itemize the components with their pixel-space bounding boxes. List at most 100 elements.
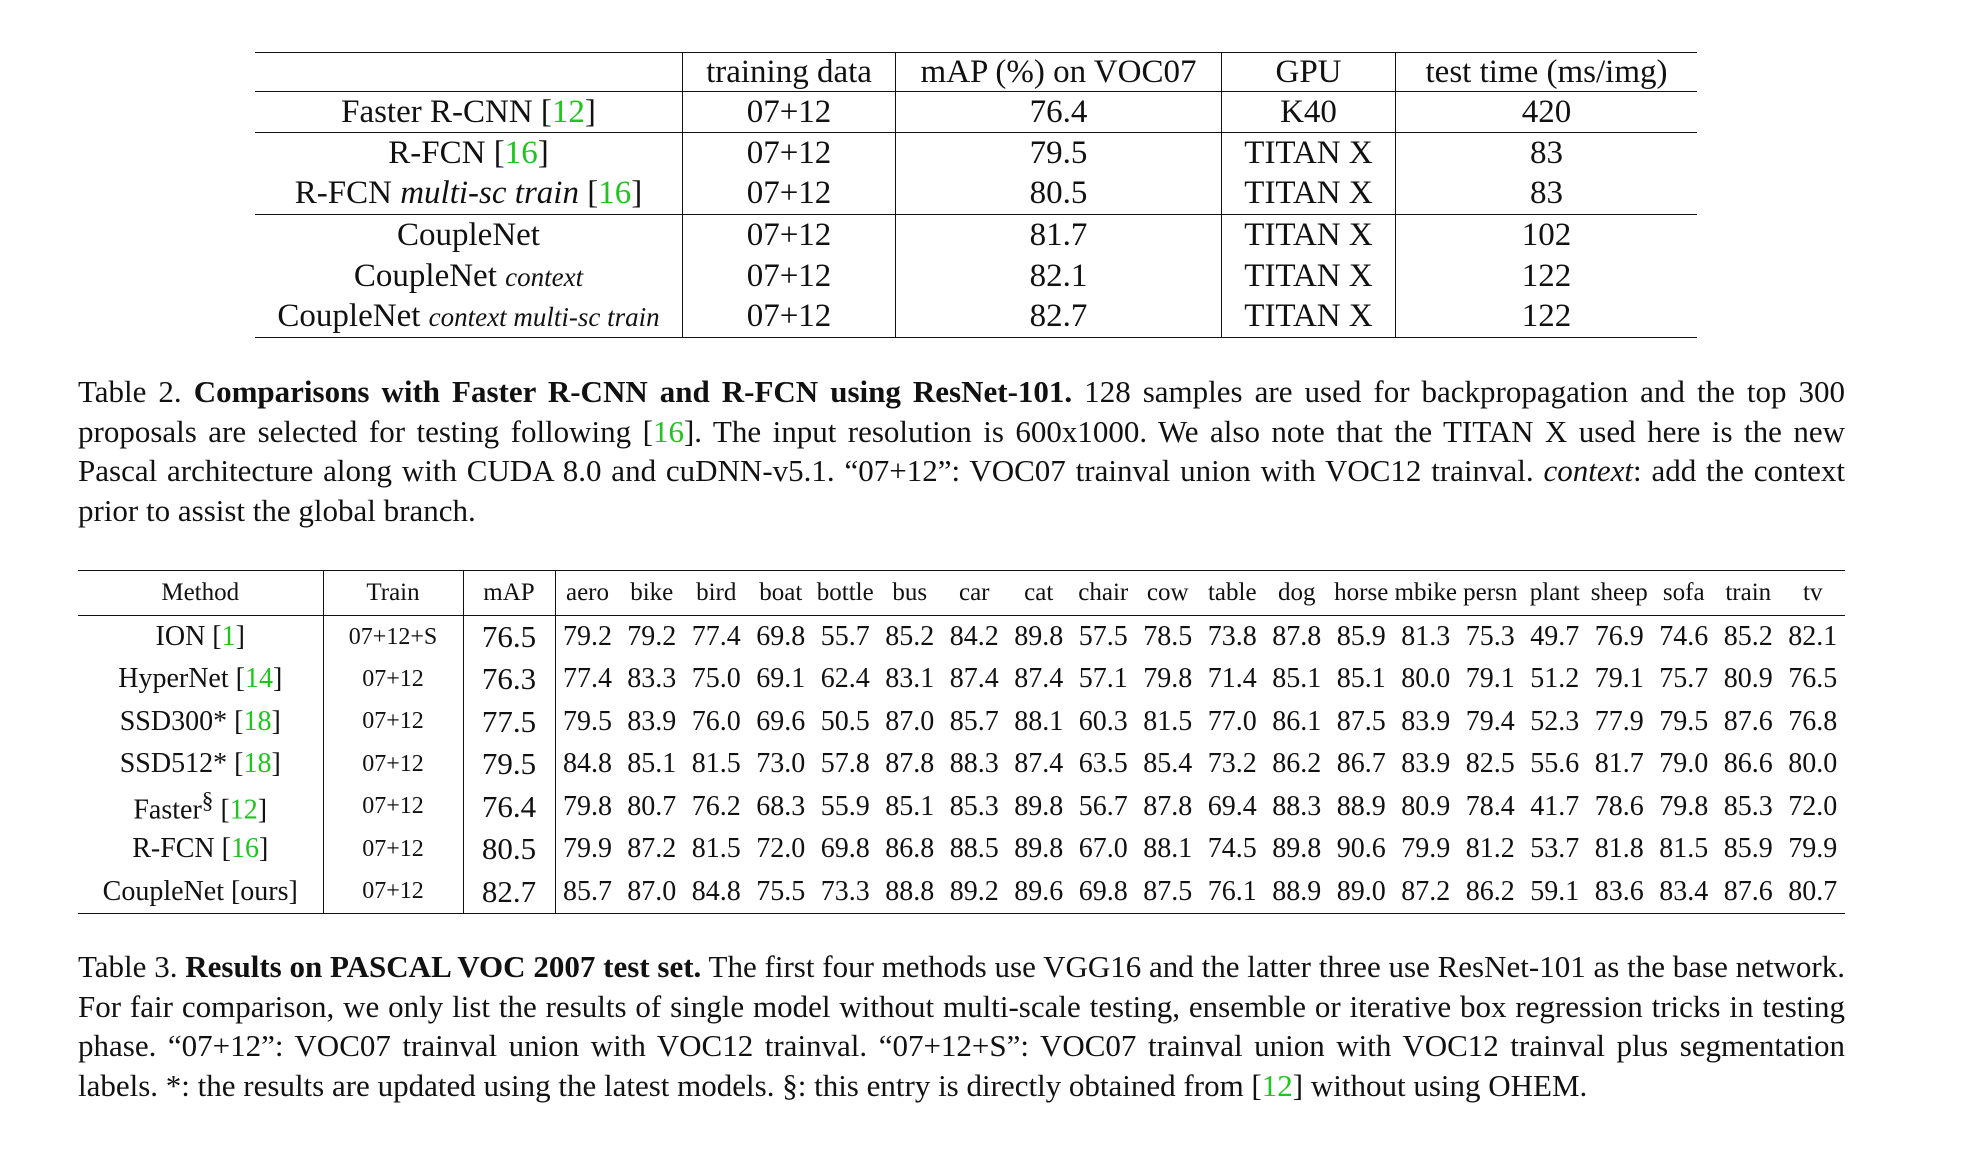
class-ap-cell: 87.5	[1336, 705, 1386, 737]
training-data-cell: 07+12	[682, 91, 896, 133]
method-name: SSD512* [	[119, 748, 244, 780]
class-ap-cell: 69.8	[756, 621, 806, 652]
table-3-caption: Table 3. Results on PASCAL VOC 2007 test…	[78, 947, 1845, 1105]
class-ap-cell: 71.4	[1207, 663, 1257, 695]
citation-link[interactable]: 12	[551, 93, 585, 130]
class-ap-cell: 89.0	[1329, 870, 1394, 914]
map-cell: 82.7	[463, 870, 556, 914]
class-ap-cell: 88.5	[949, 833, 999, 865]
class-ap-cell: 55.9	[820, 790, 870, 822]
class-ap-cell: 59.1	[1522, 870, 1587, 914]
citation-link[interactable]: 12	[1261, 1067, 1293, 1103]
class-ap-cell: 78.4	[1465, 790, 1515, 822]
class-ap-cell: 87.6	[1723, 705, 1773, 737]
table-3-header-cell: car	[958, 579, 990, 606]
map-cell: 79.5	[895, 132, 1222, 174]
class-ap-cell: 57.1	[1078, 663, 1128, 695]
class-ap-cell: 50.5	[820, 705, 870, 737]
citation-link[interactable]: 1	[221, 621, 236, 652]
caption-label: Table 2.	[78, 374, 182, 409]
class-ap-cell: 79.9	[563, 833, 612, 865]
bracket: ]	[537, 134, 549, 171]
method-cell: CoupleNet context	[255, 255, 683, 297]
caption-text: : add the context prior to assist the gl…	[78, 453, 1845, 528]
class-ap-cell: 85.9	[1336, 621, 1386, 652]
table-3-header-cell: horse	[1334, 579, 1389, 606]
test-time-cell: 122	[1521, 257, 1572, 294]
class-ap-cell: 81.3	[1401, 621, 1451, 652]
table-3-header-cell: plant	[1529, 579, 1580, 606]
class-ap-cell: 88.9	[1264, 870, 1329, 914]
class-ap-cell: 85.7	[949, 705, 999, 737]
table-3-row: CoupleNet [ours] 07+12 82.7 85.7 87.0 84.8 75.…	[78, 870, 1845, 914]
class-ap-cell: 52.3	[1530, 705, 1580, 737]
class-ap-cell: 85.2	[885, 621, 935, 652]
class-ap-cell: 86.8	[885, 833, 935, 865]
table-2-header-cell	[255, 52, 683, 92]
class-ap-cell: 87.4	[1014, 663, 1064, 695]
class-ap-cell: 83.9	[1401, 705, 1451, 737]
training-data-cell: 07+12	[682, 296, 896, 338]
class-ap-cell: 79.1	[1465, 663, 1515, 695]
class-ap-cell: 85.1	[885, 790, 935, 822]
method-cell: ION [1]	[78, 615, 324, 658]
table-3-header-cell: bottle	[816, 579, 874, 606]
table-3-row: ION [1] 07+12+S 76.5 79.2 79.2 77.4 69.8 55.7 85…	[78, 615, 1845, 658]
table-3-header-cell: dog	[1278, 579, 1316, 606]
table-3-header-cell: Method	[78, 570, 324, 616]
caption-text: ] without using OHEM.	[1292, 1067, 1588, 1103]
citation-link[interactable]: 16	[598, 175, 632, 212]
class-ap-cell: 81.8	[1594, 833, 1644, 865]
class-ap-cell: 88.9	[1336, 790, 1386, 822]
class-ap-cell: 87.6	[1716, 870, 1781, 914]
method-name: HyperNet [	[118, 663, 245, 695]
class-ap-cell: 85.4	[1143, 748, 1193, 780]
method-name: CoupleNet [ours]	[102, 875, 298, 907]
citation-link[interactable]: 16	[504, 134, 538, 171]
table-3-header-cell: boat	[759, 579, 803, 606]
class-ap-cell: 85.1	[1272, 663, 1322, 695]
class-ap-cell: 60.3	[1078, 705, 1128, 737]
class-ap-cell: 69.1	[756, 663, 806, 695]
table-2-header-cell: GPU	[1221, 52, 1396, 92]
class-ap-cell: 79.5	[1659, 705, 1709, 737]
map-cell: 76.4	[895, 91, 1222, 133]
citation-link[interactable]: 14	[244, 663, 273, 695]
citation-link[interactable]: 18	[243, 748, 272, 780]
citation-link[interactable]: 18	[243, 705, 272, 737]
gpu-cell: TITAN X	[1221, 132, 1396, 174]
class-ap-cell: 76.9	[1594, 621, 1644, 652]
method-cell: CoupleNet	[255, 214, 683, 256]
table-2-header-cell: training data	[682, 52, 896, 92]
class-ap-cell: 78.6	[1594, 790, 1644, 822]
class-ap-cell: 83.9	[1401, 748, 1451, 780]
table-3-header-cell: bike	[630, 579, 674, 606]
class-ap-cell: 87.5	[1135, 870, 1200, 914]
class-ap-cell: 83.6	[1587, 870, 1652, 914]
training-data-cell: 07+12	[682, 214, 896, 256]
class-ap-cell: 75.7	[1659, 663, 1709, 695]
class-ap-cell: 81.5	[691, 748, 741, 780]
class-ap-cell: 75.3	[1465, 621, 1515, 652]
citation-link[interactable]: 12	[229, 793, 258, 825]
class-ap-cell: 87.4	[949, 663, 999, 695]
training-data-cell: 07+12	[682, 173, 896, 215]
caption-text: The first four methods use VGG16 and the…	[78, 949, 1845, 1103]
citation-link[interactable]: 16	[652, 413, 684, 449]
class-ap-cell: 83.3	[627, 663, 677, 695]
table-2-row: CoupleNet context multi-sc train 07+12 8…	[255, 296, 1697, 338]
citation-link[interactable]: 16	[230, 833, 259, 865]
class-ap-cell: 80.7	[627, 790, 677, 822]
table-3-header-cell: bird	[696, 579, 737, 606]
class-ap-cell: 76.2	[691, 790, 741, 822]
table-3-header-cell: sheep	[1590, 579, 1648, 606]
test-time-cell: 102	[1521, 216, 1572, 253]
class-ap-cell: 88.8	[877, 870, 942, 914]
gpu-cell: TITAN X	[1221, 173, 1396, 215]
class-ap-cell: 86.1	[1272, 705, 1322, 737]
class-ap-cell: 79.9	[1788, 833, 1838, 865]
table-2-header-cell: test time (ms/img)	[1425, 53, 1668, 90]
table-3-header-cell: chair	[1078, 579, 1129, 606]
class-ap-cell: 80.7	[1780, 870, 1845, 914]
train-cell: 07+12	[323, 700, 464, 743]
